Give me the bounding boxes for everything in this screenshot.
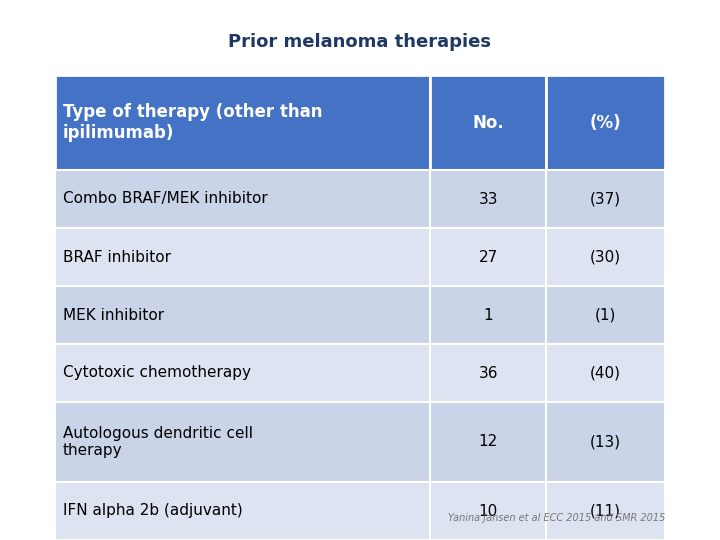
Bar xyxy=(55,344,430,402)
Bar xyxy=(430,482,546,540)
Text: (1): (1) xyxy=(595,307,616,322)
Text: 12: 12 xyxy=(479,435,498,449)
Text: 27: 27 xyxy=(479,249,498,265)
Bar xyxy=(546,75,665,170)
Bar xyxy=(430,286,546,344)
Text: Prior melanoma therapies: Prior melanoma therapies xyxy=(228,33,492,51)
Bar xyxy=(55,286,430,344)
Bar xyxy=(55,402,430,482)
Text: BRAF inhibitor: BRAF inhibitor xyxy=(63,249,171,265)
Text: Combo BRAF/MEK inhibitor: Combo BRAF/MEK inhibitor xyxy=(63,192,268,206)
Text: (13): (13) xyxy=(590,435,621,449)
Bar xyxy=(55,228,430,286)
Text: Type of therapy (other than
ipilimumab): Type of therapy (other than ipilimumab) xyxy=(63,103,323,142)
Bar xyxy=(546,344,665,402)
Bar xyxy=(430,75,546,170)
Bar xyxy=(546,482,665,540)
Bar xyxy=(430,344,546,402)
Text: MEK inhibitor: MEK inhibitor xyxy=(63,307,164,322)
Text: (40): (40) xyxy=(590,366,621,381)
Bar xyxy=(546,286,665,344)
Text: 1: 1 xyxy=(483,307,493,322)
Bar xyxy=(55,170,430,228)
Bar xyxy=(55,482,430,540)
Bar xyxy=(430,228,546,286)
Bar xyxy=(430,402,546,482)
Text: (37): (37) xyxy=(590,192,621,206)
Text: No.: No. xyxy=(472,113,504,132)
Text: IFN alpha 2b (adjuvant): IFN alpha 2b (adjuvant) xyxy=(63,503,243,518)
Text: Autologous dendritic cell
therapy: Autologous dendritic cell therapy xyxy=(63,426,253,458)
Text: (11): (11) xyxy=(590,503,621,518)
Text: 33: 33 xyxy=(478,192,498,206)
Bar xyxy=(430,170,546,228)
Bar xyxy=(55,75,430,170)
Bar xyxy=(546,402,665,482)
Text: Cytotoxic chemotherapy: Cytotoxic chemotherapy xyxy=(63,366,251,381)
Text: 10: 10 xyxy=(479,503,498,518)
Text: Yanina Jansen et al ECC 2015 and SMR 2015: Yanina Jansen et al ECC 2015 and SMR 201… xyxy=(448,513,665,523)
Bar xyxy=(546,228,665,286)
Bar xyxy=(546,170,665,228)
Text: (30): (30) xyxy=(590,249,621,265)
Text: 36: 36 xyxy=(478,366,498,381)
Text: (%): (%) xyxy=(590,113,621,132)
